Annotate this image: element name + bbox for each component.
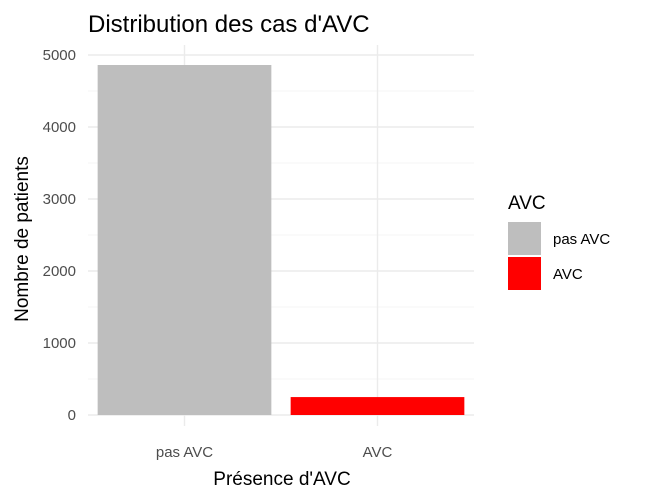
legend-key-2 (508, 257, 541, 290)
legend: AVC pas AVC AVC (508, 193, 610, 290)
y-tick-labels: 0 1000 2000 3000 4000 5000 (43, 47, 76, 424)
x-tick-label: pas AVC (156, 444, 213, 461)
y-tick-label: 0 (68, 407, 76, 424)
y-tick-label: 5000 (43, 47, 76, 64)
legend-label-1: pas AVC (553, 231, 610, 248)
y-tick-label: 1000 (43, 335, 76, 352)
y-axis-title: Nombre de patients (12, 156, 33, 322)
x-tick-label: AVC (363, 444, 393, 461)
legend-title: AVC (508, 193, 546, 214)
legend-label-2: AVC (553, 266, 583, 283)
y-tick-label: 4000 (43, 119, 76, 136)
legend-key-1 (508, 222, 541, 255)
chart-title: Distribution des cas d'AVC (88, 11, 370, 38)
y-tick-label: 3000 (43, 191, 76, 208)
bar-2 (290, 397, 465, 415)
x-tick-labels: pas AVC AVC (156, 444, 393, 461)
y-tick-label: 2000 (43, 263, 76, 280)
x-axis-title: Présence d'AVC (213, 469, 350, 490)
bars (97, 65, 465, 416)
bar-1 (97, 65, 272, 416)
